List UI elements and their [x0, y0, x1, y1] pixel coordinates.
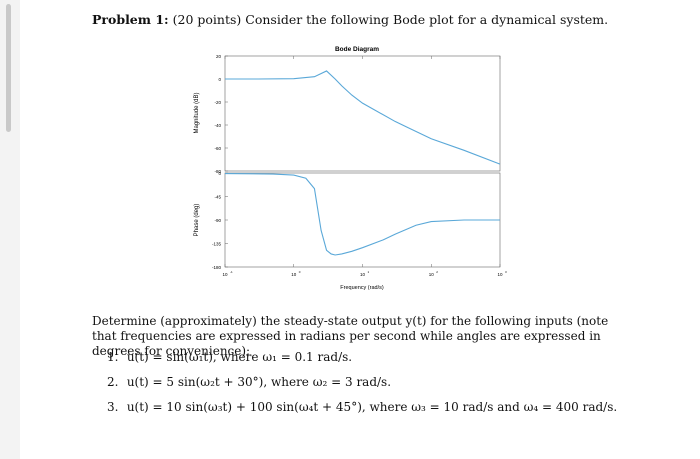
frequency-tick-label: 10: [360, 272, 366, 277]
phase-tick-labels: 0 -45 -90 -135 -180: [212, 171, 222, 270]
magnitude-tick-label: -80: [214, 169, 221, 174]
bode-diagram: Bode Diagram Magnitude (dB) Phase (deg) …: [194, 46, 507, 291]
magnitude-plot-area: [224, 55, 501, 172]
frequency-tick-exponent: 2: [436, 270, 438, 274]
input-list: 1. u(t) = sin(ω₁t), where ω₁ = 0.1 rad/s…: [107, 350, 667, 425]
problem-statement: Problem 1: (20 points) Consider the foll…: [92, 12, 672, 28]
phase-tick-label: -180: [212, 265, 222, 270]
phase-tick-label: 0: [218, 171, 221, 176]
item-number: 1.: [107, 350, 119, 364]
item-text: u(t) = 5 sin(ω₂t + 30°), where ω₂ = 3 ra…: [126, 375, 392, 389]
item-text: u(t) = sin(ω₁t), where ω₁ = 0.1 rad/s.: [126, 350, 353, 364]
tick-marks: [224, 55, 501, 268]
magnitude-tick-label: -20: [214, 100, 221, 105]
magnitude-series-line: [225, 70, 501, 165]
frequency-tick-exponent: -1: [230, 270, 233, 274]
frequency-tick-label: 10: [222, 272, 228, 277]
magnitude-axis-label: Magnitude (dB): [194, 92, 200, 133]
magnitude-tick-label: 0: [218, 77, 221, 82]
phase-tick-label: -90: [214, 218, 221, 223]
phase-tick-label: -135: [212, 242, 222, 247]
problem-label: Problem 1:: [92, 12, 169, 27]
frequency-tick-labels: 10 -1 10 0 10 1 10 2 10 3: [222, 270, 507, 277]
list-item: 1. u(t) = sin(ω₁t), where ω₁ = 0.1 rad/s…: [107, 350, 667, 375]
frequency-tick-exponent: 1: [368, 270, 370, 274]
magnitude-tick-labels: 20 0 -20 -40 -60 -80: [214, 54, 221, 174]
phase-axis-label: Phase (deg): [194, 204, 200, 237]
frequency-tick-label: 10: [497, 272, 503, 277]
frequency-tick-exponent: 3: [505, 270, 507, 274]
magnitude-tick-label: -40: [214, 123, 221, 128]
frequency-tick-exponent: 0: [299, 270, 301, 274]
list-item: 2. u(t) = 5 sin(ω₂t + 30°), where ω₂ = 3…: [107, 375, 667, 400]
magnitude-tick-label: -60: [214, 146, 221, 151]
item-number: 3.: [107, 400, 119, 414]
problem-text: (20 points) Consider the following Bode …: [172, 12, 609, 27]
frequency-tick-label: 10: [291, 272, 297, 277]
item-number: 2.: [107, 375, 119, 389]
scrollbar-thumb[interactable]: [6, 4, 11, 132]
list-item: 3. u(t) = 10 sin(ω₃t) + 100 sin(ω₄t + 45…: [107, 400, 667, 425]
question-paragraph: Determine (approximately) the steady-sta…: [92, 314, 609, 358]
phase-series-line: [224, 172, 500, 256]
magnitude-tick-label: 20: [216, 54, 222, 59]
item-text: u(t) = 10 sin(ω₃t) + 100 sin(ω₄t + 45°),…: [126, 400, 618, 414]
frequency-tick-label: 10: [429, 272, 435, 277]
phase-tick-label: -45: [214, 195, 221, 200]
chart-title: Bode Diagram: [335, 46, 379, 53]
frequency-axis-label: Frequency (rad/s): [340, 285, 384, 291]
scrollbar[interactable]: [0, 0, 20, 459]
